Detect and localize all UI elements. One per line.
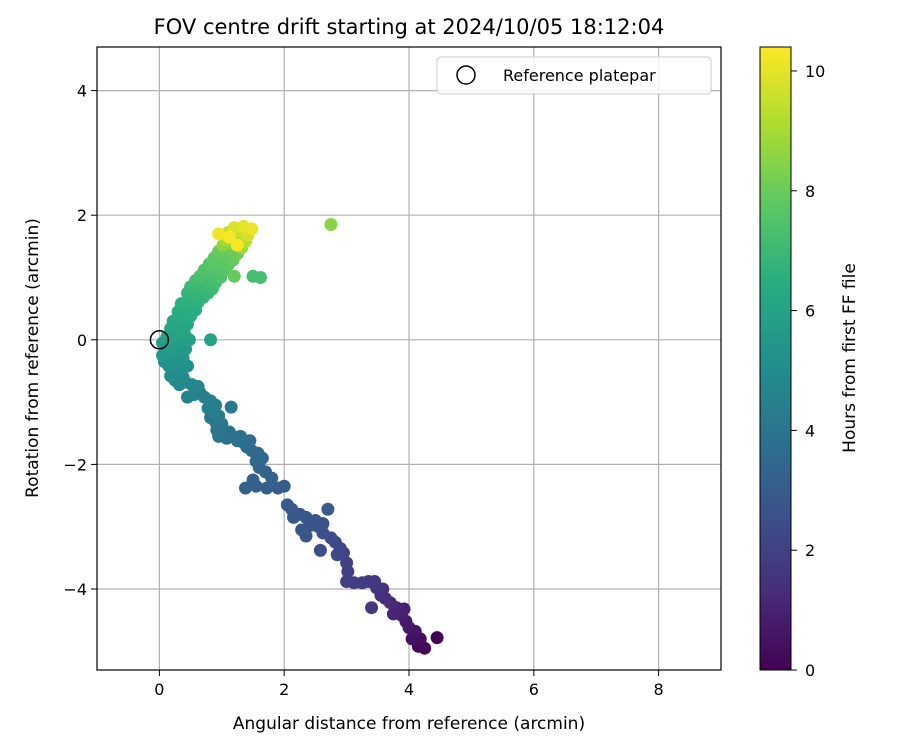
x-tick-label: 8 bbox=[654, 680, 664, 699]
colorbar-tick-label: 10 bbox=[805, 62, 825, 81]
scatter-point bbox=[324, 218, 338, 232]
x-axis-label: Angular distance from reference (arcmin) bbox=[233, 714, 585, 734]
colorbar-tick-label: 2 bbox=[805, 541, 815, 560]
scatter-point bbox=[253, 271, 267, 285]
colorbar-ticks: 0 2 4 6 8 10 bbox=[791, 62, 825, 680]
legend-box bbox=[436, 56, 712, 95]
colorbar: 0 2 4 6 8 10 Hours from first FF file bbox=[759, 46, 860, 680]
scatter-point bbox=[239, 481, 253, 495]
colorbar-tick-label: 6 bbox=[805, 302, 815, 321]
y-tick-label: −2 bbox=[63, 455, 87, 474]
scatter-point bbox=[212, 227, 226, 241]
scatter-point bbox=[313, 543, 327, 557]
y-axis-label: Rotation from reference (arcmin) bbox=[23, 218, 43, 498]
scatter-point bbox=[227, 269, 241, 283]
colorbar-tick-label: 0 bbox=[805, 661, 815, 680]
scatter-point bbox=[230, 238, 244, 252]
colorbar-gradient bbox=[759, 46, 792, 671]
scatter-point bbox=[365, 601, 379, 615]
y-ticks: −4 −2 0 2 4 bbox=[63, 82, 97, 599]
scatter-point bbox=[271, 481, 285, 495]
scatter-point bbox=[386, 607, 400, 621]
y-tick-label: 2 bbox=[77, 206, 87, 225]
scatter-point bbox=[260, 481, 274, 495]
scatter-point bbox=[321, 502, 335, 516]
x-ticks: 0 2 4 6 8 bbox=[154, 670, 664, 699]
grid bbox=[97, 47, 721, 670]
scatter-point bbox=[430, 631, 444, 645]
x-tick-label: 4 bbox=[404, 680, 414, 699]
legend-hollow-circle-icon bbox=[456, 65, 476, 85]
scatter-point bbox=[245, 222, 259, 236]
y-tick-label: −4 bbox=[63, 580, 87, 599]
scatter-point bbox=[340, 575, 354, 589]
colorbar-label: Hours from first FF file bbox=[840, 263, 860, 453]
scatter-point bbox=[224, 400, 238, 414]
x-tick-label: 6 bbox=[529, 680, 539, 699]
chart-title: FOV centre drift starting at 2024/10/05 … bbox=[154, 15, 665, 39]
colorbar-tick-label: 4 bbox=[805, 421, 815, 440]
points-layer bbox=[156, 218, 444, 655]
scatter-point bbox=[180, 390, 194, 404]
y-tick-label: 4 bbox=[77, 82, 87, 101]
scatter-point bbox=[330, 548, 344, 562]
scatter-point bbox=[340, 556, 354, 570]
reference-platepar-marker bbox=[149, 330, 170, 350]
x-tick-label: 2 bbox=[279, 680, 289, 699]
y-tick-label: 0 bbox=[77, 331, 87, 350]
x-tick-label: 0 bbox=[154, 680, 164, 699]
legend: Reference platepar bbox=[436, 56, 712, 95]
scatter-point bbox=[280, 498, 294, 512]
legend-label: Reference platepar bbox=[503, 66, 656, 85]
scatter-point bbox=[204, 333, 218, 347]
scatter-point bbox=[222, 230, 236, 244]
colorbar-tick-label: 8 bbox=[805, 182, 815, 201]
scatter-point bbox=[295, 523, 309, 537]
